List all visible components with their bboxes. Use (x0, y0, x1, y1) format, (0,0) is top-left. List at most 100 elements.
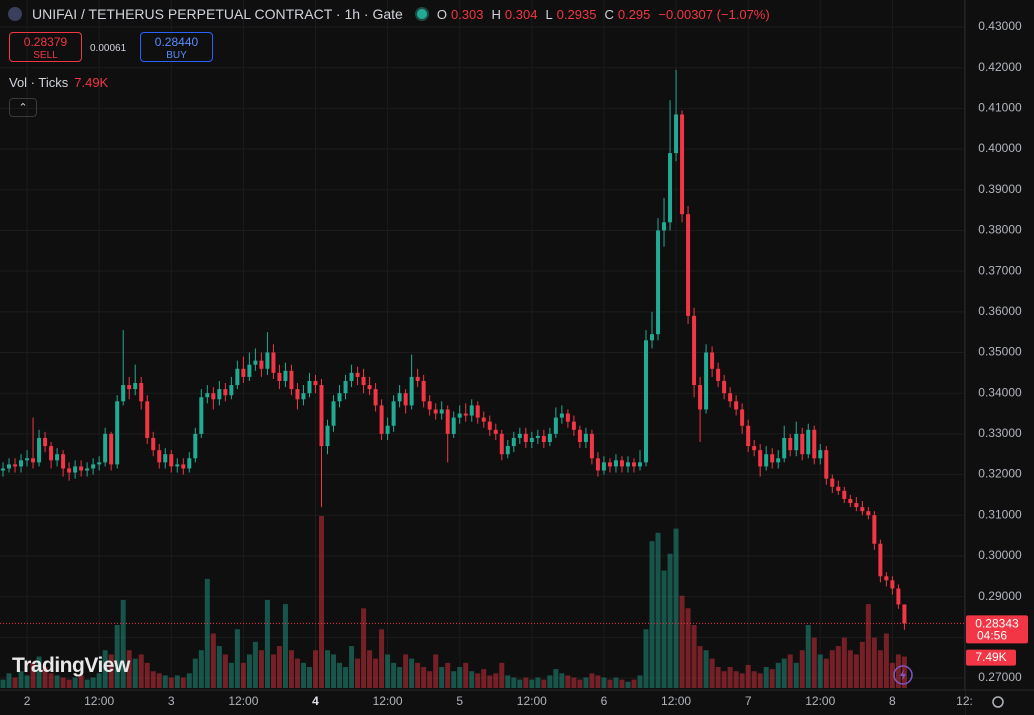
volume-bar (691, 625, 697, 688)
volume-bar (349, 646, 355, 688)
volume-bar (589, 673, 595, 688)
volume-bar (379, 629, 385, 688)
volume-bar (156, 673, 162, 688)
buy-label: BUY (166, 50, 187, 61)
x-tick-label: 7 (745, 694, 752, 708)
candle-body (565, 413, 570, 422)
candle-body (854, 503, 859, 508)
volume-bar (120, 599, 126, 688)
volume-bar (192, 658, 198, 688)
x-tick-label: 12: (956, 694, 973, 708)
volume-bar (895, 654, 901, 688)
volume-bar (258, 650, 264, 688)
volume-bar (535, 677, 541, 688)
candle-body (337, 393, 342, 402)
candle-body (692, 315, 697, 386)
y-tick-label: 0.36000 (978, 304, 1022, 318)
candle-body (529, 437, 534, 443)
y-tick-label: 0.32000 (978, 467, 1022, 481)
x-tick-label: 8 (889, 694, 896, 708)
candle-body (644, 340, 649, 463)
buy-button[interactable]: 0.28440 BUY (140, 32, 213, 62)
volume-bar (883, 633, 889, 688)
candle-body (770, 454, 775, 463)
volume-bar (90, 677, 96, 688)
candle-body (457, 413, 462, 418)
candle-body (295, 389, 300, 400)
candle-body (31, 458, 36, 463)
symbol-icon (8, 7, 22, 21)
volume-bar (204, 578, 210, 688)
change: −0.00307 (−1.07%) (658, 6, 770, 22)
candle-body (806, 429, 811, 455)
candle-body (746, 425, 751, 447)
candle-body (331, 401, 336, 426)
volume-bar (343, 667, 349, 688)
candle-body (25, 458, 30, 461)
candle-body (686, 214, 691, 316)
volume-bar (601, 677, 607, 688)
candle-body (872, 515, 877, 544)
candle-body (631, 462, 636, 467)
volume-bar (66, 679, 72, 688)
candle-body (463, 413, 468, 416)
volume-bar (445, 662, 451, 688)
candle-body (619, 460, 624, 467)
volume-bar (787, 654, 793, 688)
candle-body (343, 380, 348, 394)
volume-bar (6, 673, 12, 688)
candle-body (788, 437, 793, 451)
volume-bar (246, 654, 252, 688)
candle-body (349, 372, 354, 381)
volume-bar (421, 667, 427, 688)
candle-body (103, 433, 108, 463)
sell-button[interactable]: 0.28379 SELL (9, 32, 82, 62)
volume-bar (84, 679, 90, 688)
y-tick-label: 0.34000 (978, 385, 1022, 399)
candle-body (145, 401, 150, 438)
volume-bar (427, 671, 433, 688)
volume-bar (793, 662, 799, 688)
volume-bar (222, 654, 228, 688)
volume-bar (138, 654, 144, 688)
volume-bar (228, 662, 234, 688)
candle-body (361, 376, 366, 386)
sell-price: 0.28379 (23, 35, 68, 49)
candle-body (716, 368, 721, 381)
candle-body (848, 498, 853, 504)
volume-bar (625, 681, 631, 688)
x-tick-label: 12:00 (517, 694, 547, 708)
volume-bar (180, 677, 186, 688)
candle-body (680, 114, 685, 215)
y-tick-label: 0.39000 (978, 182, 1022, 196)
volume-bar (583, 677, 589, 688)
spread: 0.00061 (90, 43, 127, 54)
candle-body (289, 370, 294, 390)
candle-body (55, 454, 60, 461)
volume-bar (276, 646, 282, 688)
volume-bar (12, 677, 18, 688)
candle-body (409, 376, 414, 406)
buy-price: 0.28440 (154, 35, 199, 49)
candle-body (481, 417, 486, 422)
volume-legend: Vol · Ticks 7.49K (9, 75, 108, 90)
volume-bar (108, 654, 114, 688)
volume-bar (799, 650, 805, 688)
collapse-button[interactable]: ⌃ (9, 98, 37, 117)
y-tick-label: 0.41000 (978, 101, 1022, 115)
volume-bar (337, 662, 343, 688)
volume-bar (727, 667, 733, 688)
candle-body (229, 385, 234, 396)
candle-body (247, 364, 252, 377)
volume-bar (150, 671, 156, 688)
candle-body (740, 409, 745, 426)
candle-body (253, 360, 258, 365)
volume-bar (565, 675, 571, 688)
candle-body (121, 385, 126, 402)
candle-body (752, 446, 757, 451)
x-tick-label: 5 (456, 694, 463, 708)
volume-bar (30, 662, 36, 688)
volume-bar (312, 650, 318, 688)
volume-bar (96, 673, 102, 688)
volume-bar (409, 658, 415, 688)
